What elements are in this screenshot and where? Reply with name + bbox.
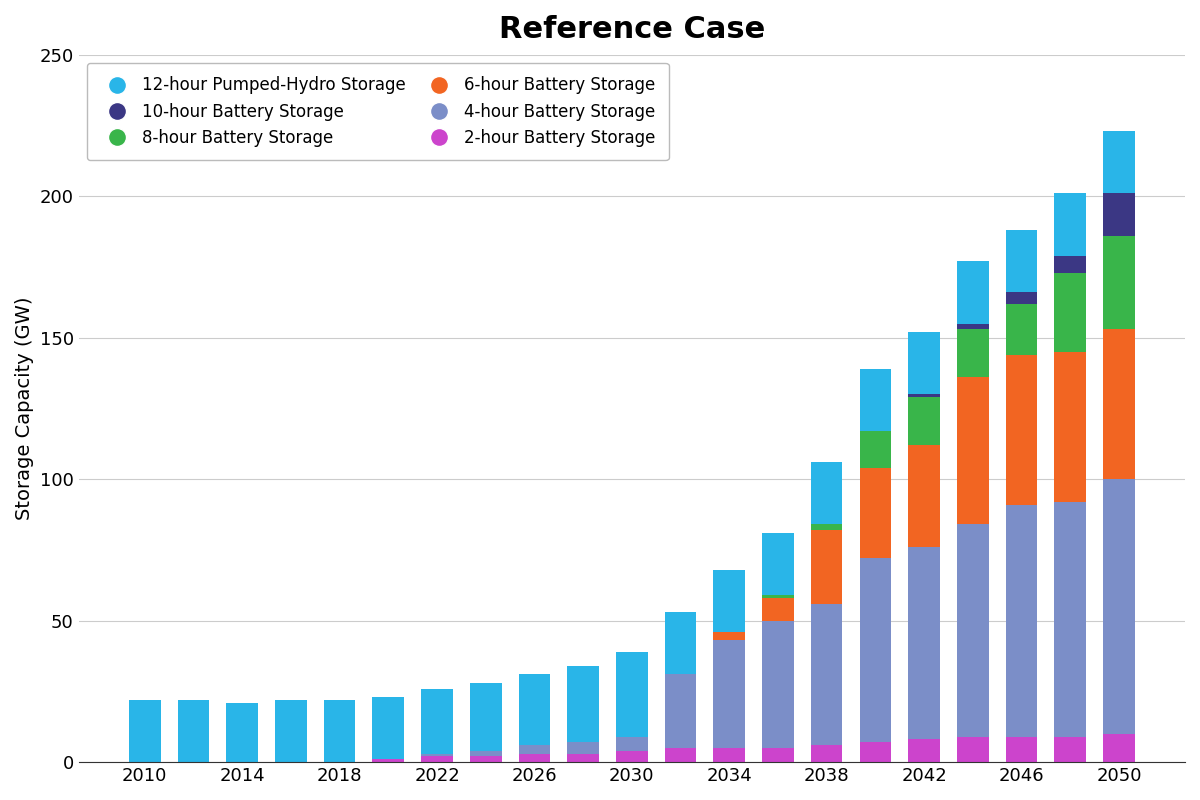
Bar xyxy=(956,525,989,737)
Bar xyxy=(518,754,551,762)
Bar xyxy=(956,329,989,378)
Bar xyxy=(908,394,940,397)
Bar xyxy=(178,700,209,762)
Bar xyxy=(665,748,696,762)
Bar xyxy=(1103,479,1135,734)
Bar xyxy=(1103,734,1135,762)
Bar xyxy=(665,612,696,674)
Bar xyxy=(470,757,502,762)
Bar xyxy=(421,757,452,762)
Bar xyxy=(1103,194,1135,236)
Bar xyxy=(568,666,599,742)
Bar xyxy=(518,745,551,754)
Bar xyxy=(1055,352,1086,502)
Bar xyxy=(908,547,940,739)
Bar xyxy=(859,431,892,468)
Bar xyxy=(470,751,502,757)
Bar xyxy=(762,748,793,762)
Bar xyxy=(908,332,940,394)
Bar xyxy=(616,751,648,762)
Bar xyxy=(421,754,452,757)
Bar xyxy=(421,689,452,754)
Bar xyxy=(714,570,745,632)
Bar xyxy=(908,739,940,762)
Bar xyxy=(811,745,842,762)
Bar xyxy=(956,378,989,525)
Bar xyxy=(1006,737,1037,762)
Bar xyxy=(1006,505,1037,737)
Bar xyxy=(762,598,793,621)
Bar xyxy=(470,683,502,751)
Bar xyxy=(1103,131,1135,194)
Bar xyxy=(1006,292,1037,304)
Bar xyxy=(568,754,599,762)
Bar xyxy=(762,621,793,748)
Bar xyxy=(616,652,648,737)
Bar xyxy=(1055,737,1086,762)
Bar xyxy=(811,525,842,530)
Bar xyxy=(518,674,551,745)
Bar xyxy=(1055,502,1086,737)
Bar xyxy=(859,558,892,742)
Bar xyxy=(859,742,892,762)
Bar xyxy=(324,700,355,762)
Bar xyxy=(714,641,745,748)
Bar xyxy=(956,262,989,323)
Bar xyxy=(762,533,793,595)
Bar xyxy=(1055,194,1086,255)
Bar xyxy=(1006,304,1037,354)
Bar xyxy=(714,632,745,641)
Bar xyxy=(1103,329,1135,479)
Title: Reference Case: Reference Case xyxy=(499,15,764,44)
Bar xyxy=(275,700,307,762)
Legend: 12-hour Pumped-Hydro Storage, 10-hour Battery Storage, 8-hour Battery Storage, 6: 12-hour Pumped-Hydro Storage, 10-hour Ba… xyxy=(88,63,668,160)
Bar xyxy=(1103,236,1135,329)
Bar xyxy=(714,748,745,762)
Bar xyxy=(811,604,842,745)
Bar xyxy=(1006,230,1037,292)
Bar xyxy=(811,530,842,604)
Bar xyxy=(568,742,599,754)
Bar xyxy=(128,700,161,762)
Bar xyxy=(859,468,892,558)
Bar xyxy=(1055,273,1086,352)
Bar xyxy=(956,737,989,762)
Bar xyxy=(616,737,648,751)
Y-axis label: Storage Capacity (GW): Storage Capacity (GW) xyxy=(14,297,34,520)
Bar xyxy=(372,759,404,762)
Bar xyxy=(762,595,793,598)
Bar xyxy=(227,702,258,762)
Bar xyxy=(372,697,404,759)
Bar xyxy=(859,369,892,431)
Bar xyxy=(1006,354,1037,505)
Bar xyxy=(956,323,989,329)
Bar xyxy=(665,674,696,748)
Bar xyxy=(811,462,842,525)
Bar xyxy=(908,397,940,445)
Bar xyxy=(908,445,940,547)
Bar xyxy=(1055,255,1086,273)
